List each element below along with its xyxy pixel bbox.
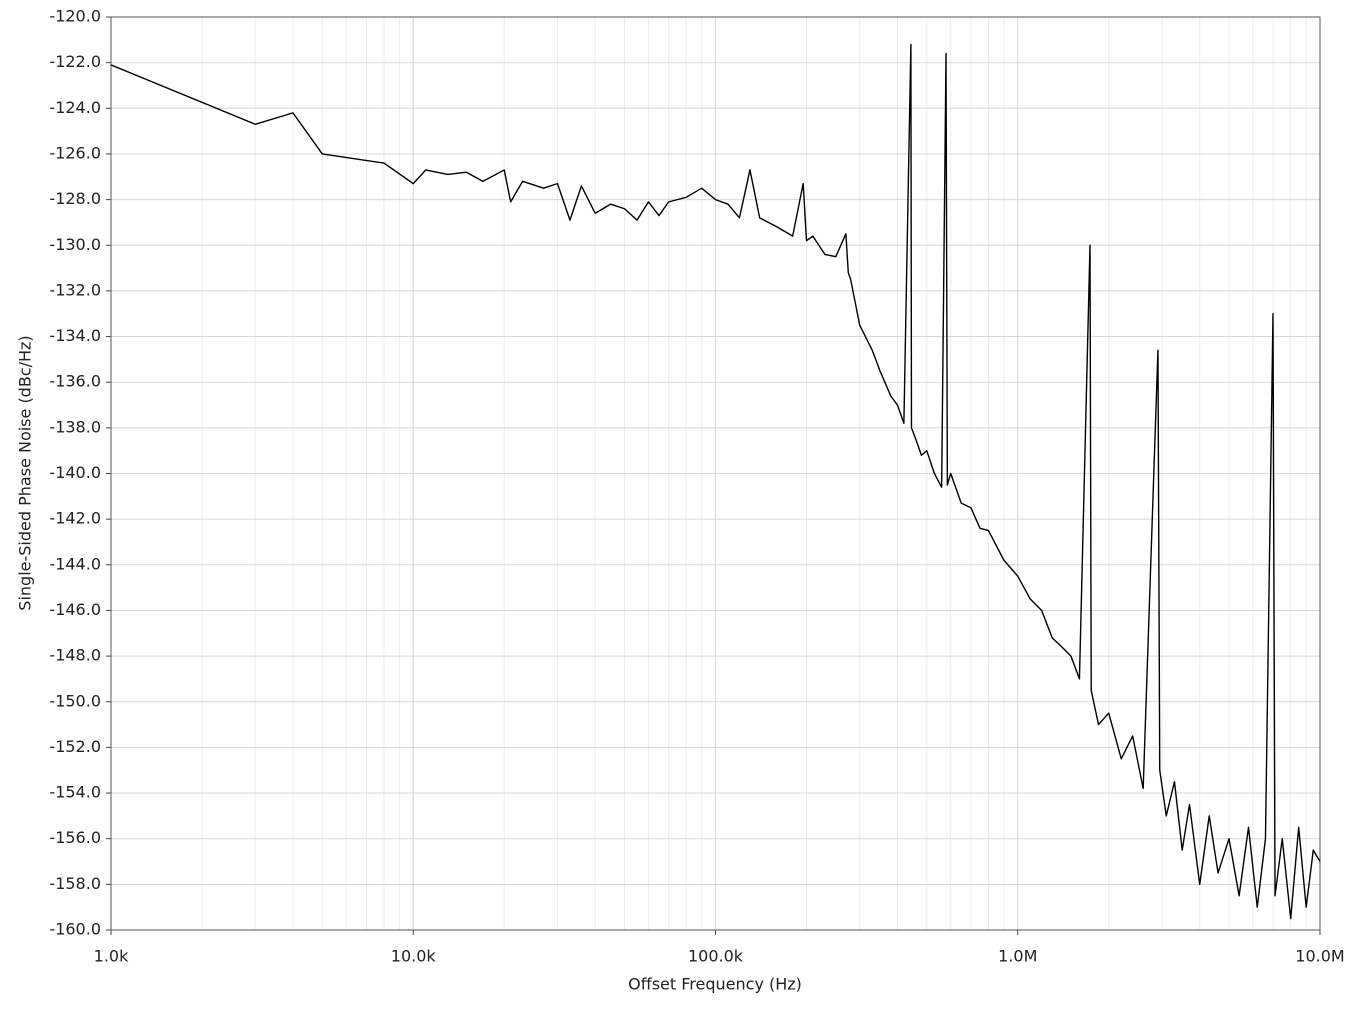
y-tick-label: -130.0 xyxy=(49,235,101,254)
plot-frame xyxy=(110,16,1321,931)
y-tick-label: -140.0 xyxy=(49,463,101,482)
y-tick-label: -144.0 xyxy=(49,554,101,573)
y-tick-label: -158.0 xyxy=(49,874,101,893)
y-tick-label: -160.0 xyxy=(49,920,101,939)
y-tick-label: -156.0 xyxy=(49,828,101,847)
y-axis-title: Single-Sided Phase Noise (dBc/Hz) xyxy=(16,335,35,610)
y-tick-label: -124.0 xyxy=(49,98,101,117)
y-tick-label: -148.0 xyxy=(49,646,101,665)
y-tick-label: -122.0 xyxy=(49,52,101,71)
x-tick-label: 10.0M xyxy=(1295,947,1344,966)
x-tick-label: 1.0M xyxy=(998,947,1037,966)
y-tick-label: -154.0 xyxy=(49,783,101,802)
y-tick-label: -152.0 xyxy=(49,737,101,756)
x-tick-label: 1.0k xyxy=(94,947,129,966)
y-tick-label: -146.0 xyxy=(49,600,101,619)
y-tick-label: -150.0 xyxy=(49,691,101,710)
y-tick-label: -138.0 xyxy=(49,417,101,436)
y-tick-label: -120.0 xyxy=(49,7,101,26)
y-tick-label: -128.0 xyxy=(49,189,101,208)
x-tick-label: 100.0k xyxy=(688,947,744,966)
data-line xyxy=(110,43,1321,920)
y-tick-label: -134.0 xyxy=(49,326,101,345)
y-tick-label: -136.0 xyxy=(49,372,101,391)
x-axis-title: Offset Frequency (Hz) xyxy=(628,975,802,994)
y-tick-label: -126.0 xyxy=(49,143,101,162)
x-tick-label: 10.0k xyxy=(391,947,437,966)
y-tick-label: -142.0 xyxy=(49,509,101,528)
y-tick-label: -132.0 xyxy=(49,280,101,299)
